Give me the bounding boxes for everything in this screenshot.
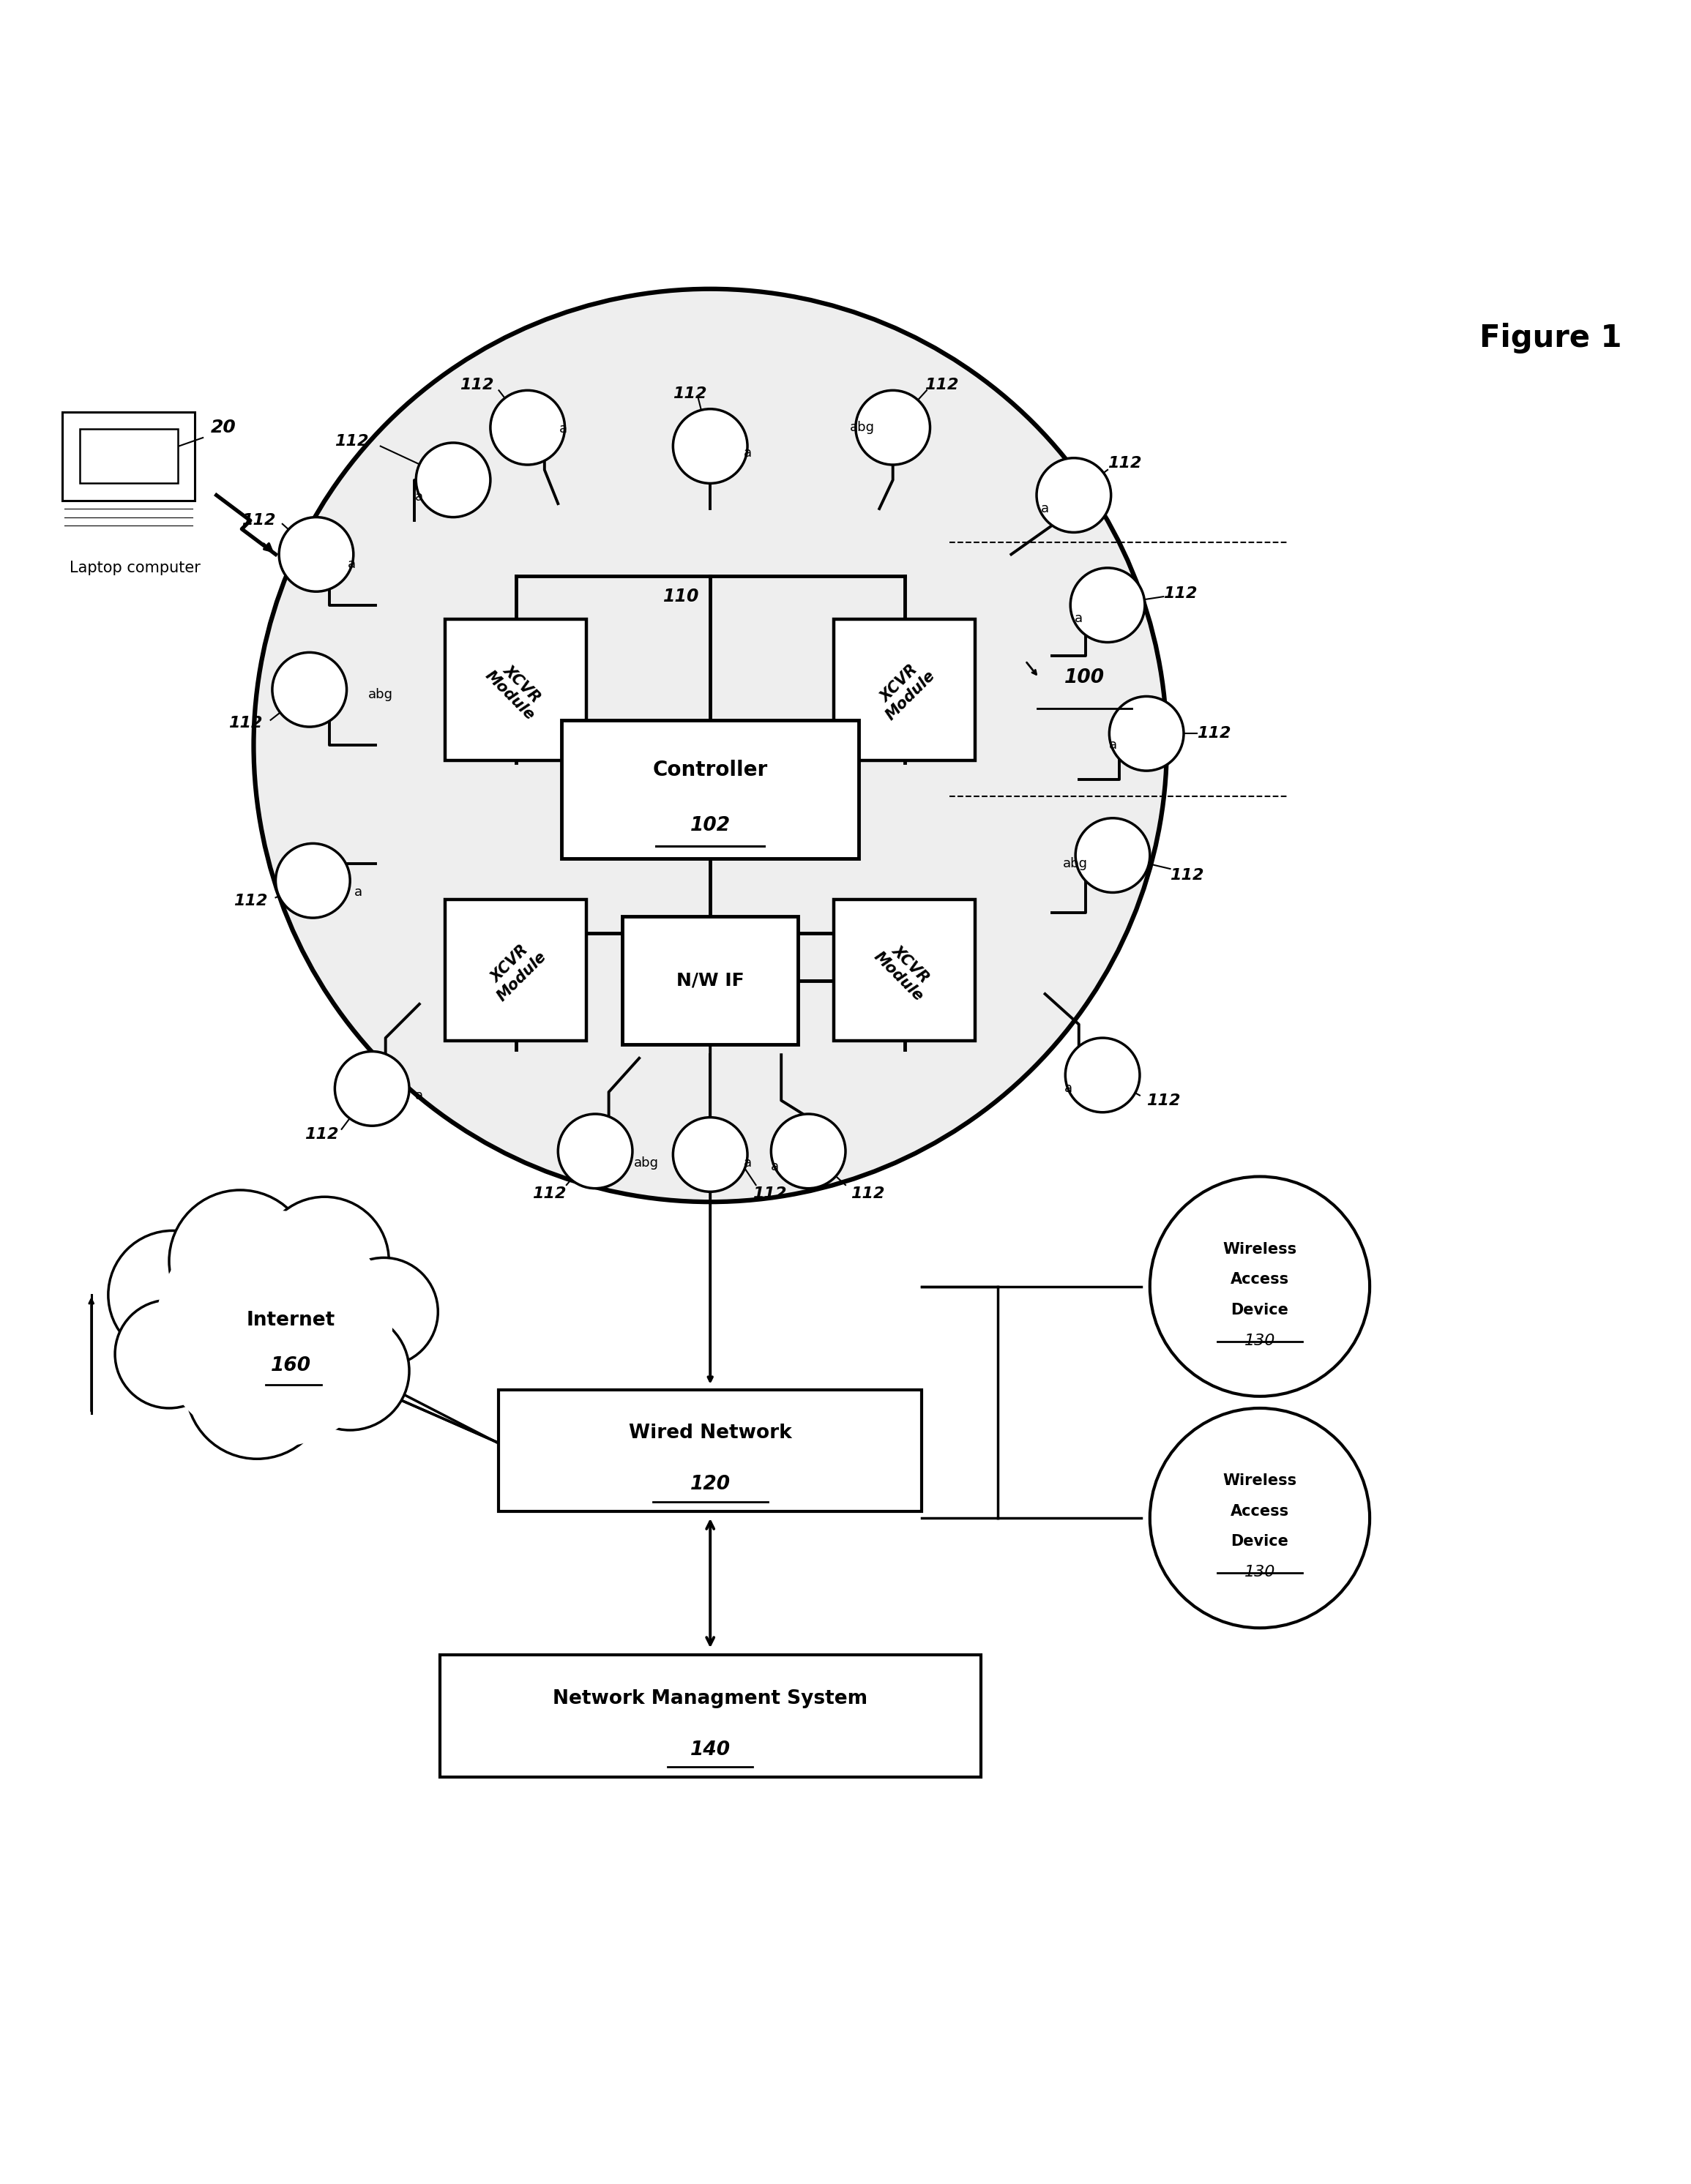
FancyBboxPatch shape (499, 1389, 922, 1511)
Circle shape (156, 1210, 392, 1448)
Text: abg: abg (1064, 856, 1087, 871)
Circle shape (108, 1230, 237, 1358)
Text: 112: 112 (460, 378, 494, 393)
Text: abg: abg (369, 688, 392, 701)
Text: Access: Access (1231, 1505, 1289, 1518)
Text: 20: 20 (210, 419, 237, 437)
Circle shape (330, 1258, 438, 1365)
Text: 100: 100 (1064, 668, 1104, 688)
Text: 140: 140 (690, 1741, 731, 1760)
Text: Access: Access (1231, 1273, 1289, 1286)
Text: a: a (771, 1160, 778, 1173)
Circle shape (272, 653, 347, 727)
Text: 112: 112 (1197, 727, 1231, 740)
Text: 130: 130 (1245, 1332, 1275, 1348)
Text: a: a (744, 1155, 751, 1171)
Circle shape (490, 391, 565, 465)
Text: XCVR
Module: XCVR Module (482, 655, 550, 723)
Text: a: a (744, 446, 751, 459)
Text: 112: 112 (1163, 585, 1197, 601)
Text: abg: abg (851, 422, 874, 435)
Circle shape (1075, 819, 1150, 893)
Text: a: a (348, 557, 355, 570)
Text: a: a (416, 489, 423, 505)
Text: abg: abg (634, 1155, 658, 1171)
Text: Wireless: Wireless (1223, 1474, 1297, 1487)
Text: 112: 112 (242, 513, 276, 529)
Circle shape (558, 1114, 632, 1188)
Circle shape (254, 288, 1167, 1201)
Text: Network Managment System: Network Managment System (553, 1688, 867, 1708)
Text: Device: Device (1231, 1304, 1289, 1317)
Polygon shape (445, 900, 587, 1042)
Text: N/W IF: N/W IF (676, 972, 744, 989)
FancyBboxPatch shape (622, 915, 798, 1044)
Circle shape (1070, 568, 1145, 642)
Circle shape (335, 1051, 409, 1125)
Text: Figure 1: Figure 1 (1480, 323, 1622, 354)
Text: Internet: Internet (247, 1310, 335, 1330)
Text: Device: Device (1231, 1535, 1289, 1548)
FancyBboxPatch shape (79, 430, 178, 483)
Circle shape (1109, 697, 1184, 771)
Circle shape (771, 1114, 846, 1188)
Circle shape (856, 391, 930, 465)
Text: 112: 112 (533, 1186, 566, 1201)
Text: 130: 130 (1245, 1566, 1275, 1579)
Text: a: a (1109, 738, 1116, 751)
Circle shape (1037, 459, 1111, 533)
Circle shape (169, 1190, 311, 1332)
Text: 160: 160 (271, 1356, 311, 1376)
Text: a: a (355, 887, 362, 900)
FancyBboxPatch shape (440, 1655, 981, 1778)
Text: 112: 112 (335, 435, 369, 448)
Text: 112: 112 (1108, 456, 1141, 470)
Circle shape (1150, 1409, 1370, 1627)
Text: 102: 102 (690, 817, 731, 834)
Text: XCVR
Module: XCVR Module (871, 937, 939, 1005)
Circle shape (291, 1313, 409, 1431)
Text: Wireless: Wireless (1223, 1243, 1297, 1256)
Circle shape (673, 408, 747, 483)
Circle shape (186, 1317, 328, 1459)
Text: 112: 112 (228, 716, 262, 732)
Polygon shape (834, 618, 976, 760)
Circle shape (416, 443, 490, 518)
Text: 112: 112 (304, 1127, 338, 1142)
Circle shape (673, 1118, 747, 1192)
Text: Wired Network: Wired Network (629, 1424, 791, 1444)
Text: XCVR
Module: XCVR Module (871, 655, 939, 723)
Text: 112: 112 (925, 378, 959, 393)
Text: Laptop computer: Laptop computer (69, 561, 201, 574)
Text: 112: 112 (1146, 1094, 1180, 1107)
Text: 112: 112 (233, 893, 267, 909)
Text: a: a (560, 424, 566, 437)
Text: XCVR
Module: XCVR Module (482, 937, 550, 1005)
Text: Controller: Controller (653, 760, 768, 780)
Text: 120: 120 (690, 1474, 731, 1494)
Circle shape (1150, 1177, 1370, 1396)
Circle shape (276, 843, 350, 917)
Text: 112: 112 (1170, 869, 1204, 882)
Text: a: a (1065, 1081, 1072, 1094)
FancyBboxPatch shape (561, 721, 859, 858)
Text: 110: 110 (663, 587, 700, 605)
Text: 112: 112 (851, 1186, 884, 1201)
Text: a: a (416, 1090, 423, 1103)
Circle shape (1065, 1037, 1140, 1112)
Text: a: a (1075, 612, 1082, 625)
Circle shape (115, 1299, 223, 1409)
Polygon shape (445, 618, 587, 760)
Text: 112: 112 (673, 387, 707, 402)
Circle shape (260, 1197, 389, 1326)
Text: a: a (1042, 502, 1048, 515)
Circle shape (279, 518, 353, 592)
Polygon shape (834, 900, 976, 1042)
FancyBboxPatch shape (63, 413, 194, 500)
Text: 112: 112 (752, 1186, 786, 1201)
